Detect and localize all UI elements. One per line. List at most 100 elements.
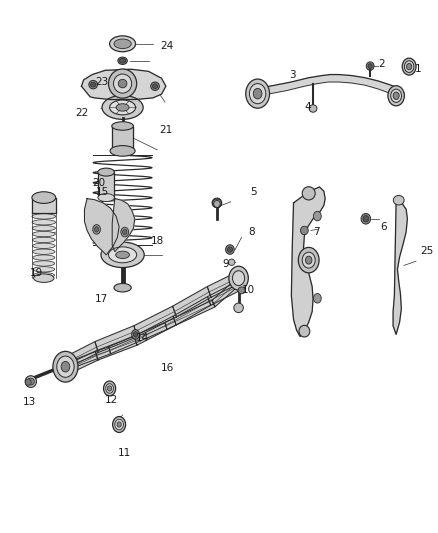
Ellipse shape bbox=[238, 287, 245, 294]
Text: 13: 13 bbox=[23, 397, 36, 407]
Polygon shape bbox=[95, 326, 137, 353]
Polygon shape bbox=[64, 351, 98, 375]
Text: 10: 10 bbox=[242, 285, 255, 295]
Text: 15: 15 bbox=[96, 187, 109, 197]
Ellipse shape bbox=[123, 229, 127, 235]
Ellipse shape bbox=[388, 86, 404, 106]
Text: 20: 20 bbox=[92, 177, 106, 188]
Ellipse shape bbox=[309, 105, 317, 112]
Ellipse shape bbox=[212, 198, 222, 208]
Ellipse shape bbox=[302, 252, 315, 268]
Ellipse shape bbox=[393, 196, 404, 205]
Ellipse shape bbox=[98, 193, 114, 201]
Ellipse shape bbox=[57, 356, 74, 377]
Polygon shape bbox=[32, 198, 56, 214]
Ellipse shape bbox=[32, 249, 55, 254]
Ellipse shape bbox=[117, 422, 121, 427]
Ellipse shape bbox=[214, 200, 220, 207]
Ellipse shape bbox=[33, 272, 54, 278]
Polygon shape bbox=[112, 126, 134, 151]
Text: 3: 3 bbox=[289, 70, 296, 79]
Ellipse shape bbox=[95, 227, 99, 232]
Ellipse shape bbox=[32, 237, 55, 243]
Ellipse shape bbox=[32, 220, 56, 225]
Ellipse shape bbox=[228, 259, 235, 265]
Ellipse shape bbox=[103, 381, 116, 396]
Polygon shape bbox=[109, 322, 167, 354]
Ellipse shape bbox=[33, 261, 55, 266]
Text: 4: 4 bbox=[304, 102, 311, 112]
Ellipse shape bbox=[404, 61, 414, 72]
Text: 16: 16 bbox=[161, 364, 174, 373]
Ellipse shape bbox=[119, 59, 126, 63]
Ellipse shape bbox=[406, 63, 412, 70]
Ellipse shape bbox=[234, 303, 244, 313]
Text: 21: 21 bbox=[159, 125, 173, 135]
Ellipse shape bbox=[393, 92, 399, 100]
Text: 18: 18 bbox=[151, 236, 164, 246]
Ellipse shape bbox=[101, 242, 144, 268]
Ellipse shape bbox=[314, 294, 321, 303]
Text: 14: 14 bbox=[136, 333, 149, 343]
Polygon shape bbox=[112, 199, 135, 252]
Ellipse shape bbox=[89, 80, 98, 89]
Ellipse shape bbox=[98, 168, 114, 176]
Ellipse shape bbox=[300, 226, 308, 235]
Text: 17: 17 bbox=[95, 294, 108, 304]
Polygon shape bbox=[95, 336, 137, 360]
Ellipse shape bbox=[91, 82, 96, 87]
Polygon shape bbox=[64, 342, 99, 368]
Text: 24: 24 bbox=[161, 42, 174, 52]
Ellipse shape bbox=[118, 79, 127, 88]
Ellipse shape bbox=[226, 245, 234, 254]
Ellipse shape bbox=[298, 247, 319, 273]
Ellipse shape bbox=[25, 379, 31, 385]
Text: 2: 2 bbox=[378, 59, 385, 69]
Ellipse shape bbox=[32, 231, 55, 237]
Ellipse shape bbox=[118, 57, 127, 64]
Ellipse shape bbox=[151, 82, 159, 91]
Ellipse shape bbox=[107, 386, 112, 391]
Ellipse shape bbox=[34, 274, 54, 282]
Ellipse shape bbox=[363, 216, 369, 222]
Ellipse shape bbox=[27, 378, 34, 385]
Ellipse shape bbox=[109, 69, 137, 98]
Ellipse shape bbox=[25, 376, 36, 387]
Ellipse shape bbox=[366, 62, 374, 70]
Polygon shape bbox=[85, 199, 119, 255]
Ellipse shape bbox=[116, 104, 129, 111]
Text: 19: 19 bbox=[29, 268, 43, 278]
Polygon shape bbox=[208, 282, 239, 305]
Text: 23: 23 bbox=[96, 77, 109, 87]
Polygon shape bbox=[81, 69, 166, 100]
Polygon shape bbox=[64, 347, 110, 370]
Text: 12: 12 bbox=[104, 395, 118, 405]
Ellipse shape bbox=[112, 122, 134, 130]
Ellipse shape bbox=[134, 332, 138, 337]
Ellipse shape bbox=[361, 214, 371, 224]
Ellipse shape bbox=[391, 89, 402, 102]
Text: 1: 1 bbox=[415, 64, 421, 74]
Ellipse shape bbox=[110, 100, 136, 115]
Ellipse shape bbox=[93, 224, 100, 234]
Ellipse shape bbox=[32, 225, 56, 231]
Polygon shape bbox=[165, 300, 215, 329]
Polygon shape bbox=[134, 316, 176, 345]
Polygon shape bbox=[173, 287, 211, 317]
Ellipse shape bbox=[314, 212, 321, 221]
Ellipse shape bbox=[32, 214, 56, 219]
Ellipse shape bbox=[368, 63, 372, 68]
Ellipse shape bbox=[110, 146, 135, 156]
Text: 8: 8 bbox=[248, 227, 255, 237]
Ellipse shape bbox=[229, 266, 248, 290]
Bar bbox=[98, 172, 114, 198]
Ellipse shape bbox=[249, 84, 266, 104]
Polygon shape bbox=[207, 273, 239, 297]
Polygon shape bbox=[134, 306, 177, 336]
Ellipse shape bbox=[132, 329, 139, 339]
Ellipse shape bbox=[121, 227, 129, 237]
Ellipse shape bbox=[109, 247, 137, 263]
Polygon shape bbox=[173, 297, 211, 325]
Polygon shape bbox=[393, 200, 407, 334]
Ellipse shape bbox=[32, 192, 56, 204]
